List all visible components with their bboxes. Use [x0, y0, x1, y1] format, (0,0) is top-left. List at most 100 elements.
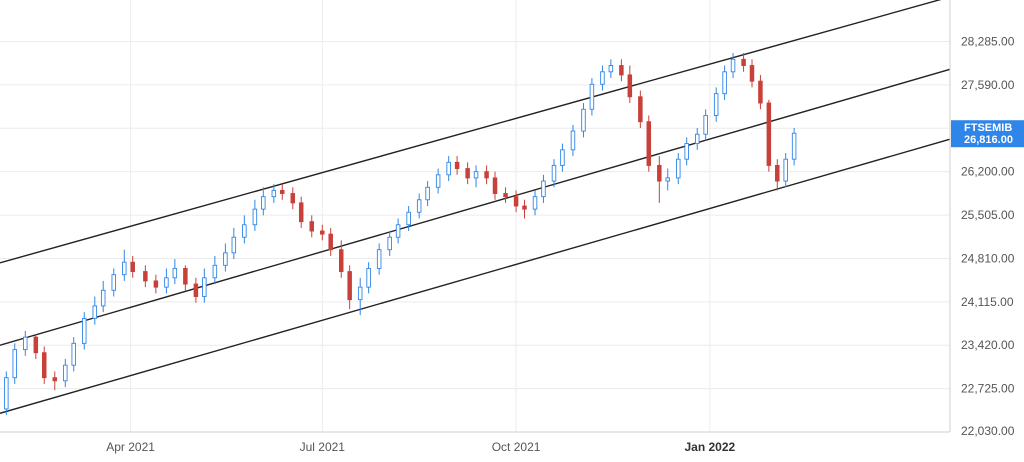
candle-body [357, 286, 363, 301]
y-tick-label: 26,200.00 [961, 165, 1015, 179]
candle-up [23, 330, 28, 356]
candle-body [454, 161, 460, 170]
channel-line-upper [0, 0, 942, 264]
candle-up [713, 87, 719, 122]
candle-down [513, 190, 519, 213]
candle-body [387, 236, 392, 251]
candle-body [82, 317, 87, 344]
candle-body [492, 177, 498, 194]
candle-body [783, 158, 788, 182]
candle-body [665, 177, 670, 182]
candle-up [676, 152, 681, 185]
candle-body [164, 277, 169, 288]
candle-up [387, 230, 392, 256]
candle-up [100, 280, 106, 313]
candle-up [665, 168, 670, 191]
candle-body [92, 305, 98, 319]
candle-body [532, 196, 538, 210]
candle-up [271, 184, 277, 203]
candle-body [657, 164, 662, 182]
candle-down [183, 265, 188, 291]
candle-body [172, 267, 178, 279]
candle-body [271, 189, 277, 198]
candle-up [164, 268, 169, 294]
candle-up [63, 358, 68, 388]
candle-body [608, 65, 614, 73]
candle-up [366, 262, 371, 294]
candle-body [465, 168, 470, 179]
candle-up [395, 218, 401, 244]
candle-down [143, 265, 148, 288]
price-badge-symbol: FTSEMIB [964, 122, 1012, 134]
candle-down [52, 371, 58, 391]
candle-up [791, 127, 797, 166]
candle-up [242, 215, 247, 244]
candle-body [416, 199, 422, 213]
candle-up [730, 53, 736, 79]
candle-body [183, 267, 188, 285]
candle-body [111, 274, 116, 291]
grid-lines [0, 0, 950, 432]
candle-body [395, 224, 401, 238]
candle-body [425, 186, 430, 201]
candle-body [338, 249, 344, 273]
candle-up [252, 199, 258, 231]
candle-body [328, 233, 333, 251]
candle-body [638, 96, 643, 123]
candle-body [309, 221, 315, 232]
candle-body [71, 342, 76, 366]
candle-body [766, 102, 772, 166]
candle-up [223, 243, 228, 272]
candle-up [783, 152, 788, 188]
candle-up [376, 243, 382, 275]
candle-body [684, 143, 689, 160]
candle-up [703, 109, 708, 141]
candle-down [347, 265, 352, 310]
candle-body [4, 377, 9, 410]
candle-up [406, 206, 411, 231]
channel-line-middle [0, 68, 951, 346]
candle-body [581, 108, 586, 132]
candle-body [619, 65, 624, 76]
candle-body [676, 158, 681, 179]
candle-up [111, 268, 116, 297]
candle-up [473, 165, 479, 188]
candle-body [366, 267, 371, 288]
candle-up [92, 296, 98, 325]
candle-body [749, 65, 755, 82]
y-tick-label: 23,420.00 [961, 338, 1015, 352]
candle-down [298, 196, 304, 228]
candle-body [41, 352, 47, 379]
candle-body [484, 171, 489, 179]
candle-body [713, 93, 719, 116]
candle-down [328, 227, 333, 256]
candle-body [153, 280, 159, 288]
candle-up [82, 312, 87, 350]
candle-up [541, 174, 546, 203]
candle-up [416, 193, 422, 219]
candle-down [638, 90, 643, 128]
candle-down [309, 215, 315, 238]
last-price-badge: FTSEMIB 26,816.00 [951, 120, 1024, 148]
y-tick-label: 24,810.00 [961, 251, 1015, 265]
candle-body [730, 58, 736, 73]
candle-body [722, 71, 727, 95]
candle-down [758, 74, 763, 110]
candle-body [600, 71, 605, 85]
candle-up [12, 343, 17, 384]
candle-up [600, 65, 605, 91]
candle-body [122, 261, 127, 276]
candle-up [570, 124, 576, 157]
candle-body [280, 189, 285, 194]
candle-body [12, 349, 17, 379]
candle-body [63, 364, 68, 382]
candle-down [153, 274, 159, 294]
candle-down [484, 165, 489, 185]
candle-body [446, 161, 451, 176]
candle-body [791, 132, 797, 160]
candle-down [338, 240, 344, 278]
candle-body [33, 336, 39, 354]
candle-body [560, 149, 565, 166]
candle-body [513, 196, 519, 207]
